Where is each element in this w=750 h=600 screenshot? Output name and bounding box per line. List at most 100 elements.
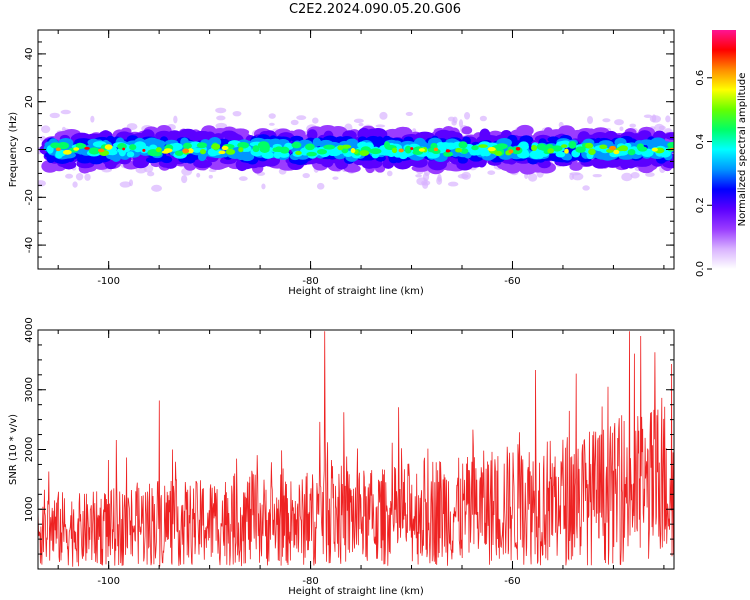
spectrum-blob: [471, 145, 479, 151]
spectrum-blob: [129, 144, 137, 151]
spectrum-blob: [192, 130, 212, 139]
spectrum-blob: [404, 145, 412, 154]
spectrum-blob: [575, 146, 586, 153]
spectrum-blob: [571, 172, 584, 181]
spectrum-blob: [323, 144, 336, 150]
colorbar-tick-label: 0.0: [695, 261, 706, 277]
spectrum-blob: [535, 150, 545, 159]
spectrum-blob: [161, 155, 173, 164]
spectrum-blob: [398, 151, 409, 160]
spectrum-blob: [182, 148, 190, 154]
spectrum-blob: [540, 146, 550, 151]
spectrum-blob: [122, 147, 126, 151]
spectrum-blob: [531, 144, 538, 151]
spectrum-blob: [97, 148, 105, 153]
spectrum-blob: [555, 151, 566, 158]
spectrum-blob: [518, 141, 529, 150]
spectrum-blob: [461, 126, 473, 135]
spectrum-blob: [643, 114, 653, 119]
colorbar-label: Normalized spectral amplitude: [737, 73, 748, 227]
spectrum-blob: [375, 136, 384, 147]
spectrum-blob: [515, 146, 521, 151]
snr-y-tick-label: 1000: [24, 497, 35, 522]
spectrum-blob: [667, 141, 674, 148]
spectrum-blob: [458, 119, 464, 128]
spectrum-blob: [645, 172, 655, 177]
spectrum-blob: [232, 110, 242, 117]
snr-panel: -100 -80 -60 1000 2000 3000 4000 Height of stra…: [8, 317, 675, 597]
spectrum-blob: [457, 173, 469, 179]
spectrum-blob: [621, 146, 628, 152]
spectrogram-x-tick-label: -80: [302, 276, 318, 287]
spectrum-blob: [220, 157, 237, 165]
spectrum-blob: [72, 181, 78, 188]
spectrum-blob: [410, 147, 414, 151]
spectrum-blob: [369, 148, 382, 155]
spectrum-blob: [65, 173, 74, 179]
spectrum-blob: [170, 142, 183, 151]
spectrum-blob: [155, 147, 162, 153]
spectrogram-y-tick-label: -20: [24, 189, 35, 205]
spectrum-blob: [290, 119, 299, 126]
spectrum-blob: [527, 173, 538, 182]
spectrum-blob: [216, 115, 226, 121]
spectrum-blob: [62, 149, 72, 155]
spectrum-blob: [126, 151, 135, 158]
spectrum-blob: [173, 115, 178, 124]
spectrum-blob: [196, 172, 201, 178]
spectrum-blob: [359, 150, 370, 156]
spectrum-blob: [638, 130, 652, 140]
spectrum-blob: [192, 147, 202, 153]
spectrum-blob: [307, 129, 318, 141]
snr-x-tick-label: -60: [504, 576, 520, 587]
colorbar-tick-label: 0.2: [695, 197, 706, 213]
spectrum-blob: [321, 157, 334, 168]
spectrum-blob: [629, 123, 637, 128]
snr-x-tick-label: -80: [302, 576, 318, 587]
spectrum-blob: [353, 118, 364, 124]
snr-series-line: [38, 331, 674, 567]
spectrum-blob: [457, 156, 468, 164]
spectrum-blob: [242, 150, 254, 157]
spectrum-blob: [588, 148, 596, 155]
spectrum-blob: [405, 111, 413, 116]
colorbar: 0.0 0.2 0.4 0.6 Normalized spectral amplitud…: [695, 30, 748, 277]
spectrum-blob: [568, 141, 577, 149]
spectrum-blob: [73, 147, 80, 151]
snr-y-tick-label: 2000: [24, 437, 35, 462]
spectrum-blob: [547, 148, 555, 154]
spectrum-blob: [658, 125, 666, 130]
spectrum-blob: [563, 153, 573, 161]
spectrum-blob: [443, 151, 454, 157]
spectrum-blob: [210, 148, 223, 156]
spectrum-blob: [302, 172, 310, 179]
spectrum-blob: [215, 107, 227, 114]
spectrum-blob: [187, 148, 194, 154]
snr-x-tick-label: -100: [97, 576, 120, 587]
spectrum-blob: [447, 116, 455, 122]
spectrum-blob: [312, 137, 322, 147]
spectrum-blob: [225, 148, 236, 155]
spectrogram-area: [38, 107, 674, 192]
spectrogram-y-tick-label: 0: [24, 146, 35, 152]
spectrum-blob: [317, 148, 327, 155]
colorbar-tick-label: 0.6: [695, 70, 706, 86]
spectrum-blob: [117, 143, 127, 150]
spectrum-blob: [238, 147, 244, 153]
spectrum-blob: [627, 148, 636, 156]
snr-y-tick-label: 4000: [24, 317, 35, 342]
spectrum-blob: [291, 141, 302, 149]
spectrum-blob: [587, 115, 594, 124]
spectrum-blob: [312, 117, 319, 124]
spectrum-blob: [437, 173, 442, 182]
spectrum-blob: [458, 141, 468, 149]
spectrum-blob: [279, 146, 290, 154]
spectrum-blob: [208, 174, 213, 179]
spectrum-blob: [132, 157, 149, 169]
spectrum-blob: [252, 145, 260, 153]
spectrum-blob: [495, 143, 508, 150]
spectrum-blob: [119, 181, 132, 188]
spectrum-blob: [412, 128, 417, 133]
spectrum-blob: [487, 146, 496, 152]
